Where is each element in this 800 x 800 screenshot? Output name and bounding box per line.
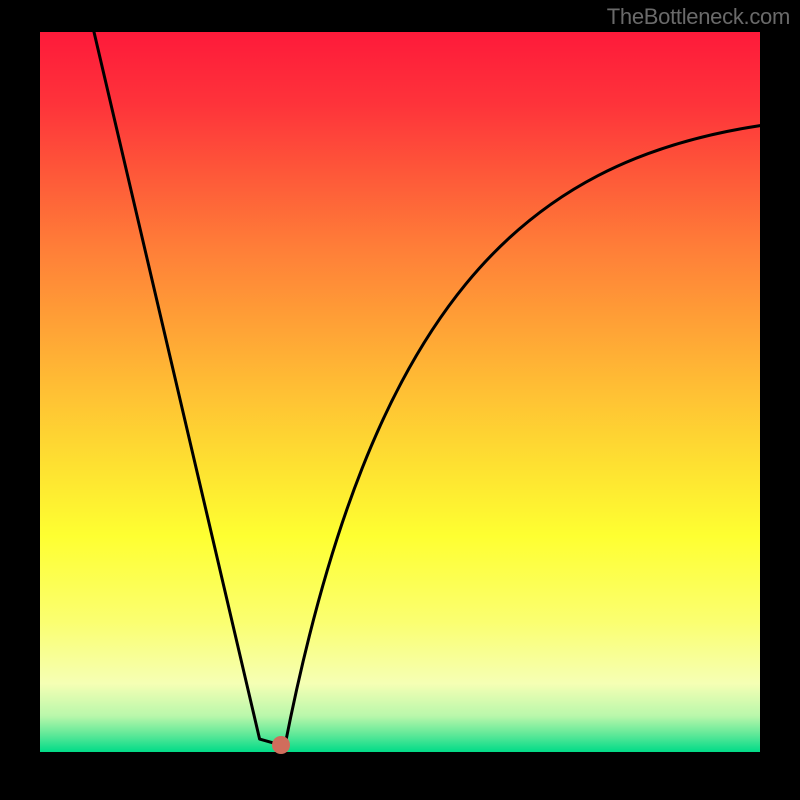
bottleneck-plot <box>40 32 760 752</box>
watermark-text: TheBottleneck.com <box>607 4 790 30</box>
curve-path <box>94 32 760 746</box>
bottleneck-curve <box>40 32 760 752</box>
optimal-point-marker <box>272 736 290 754</box>
